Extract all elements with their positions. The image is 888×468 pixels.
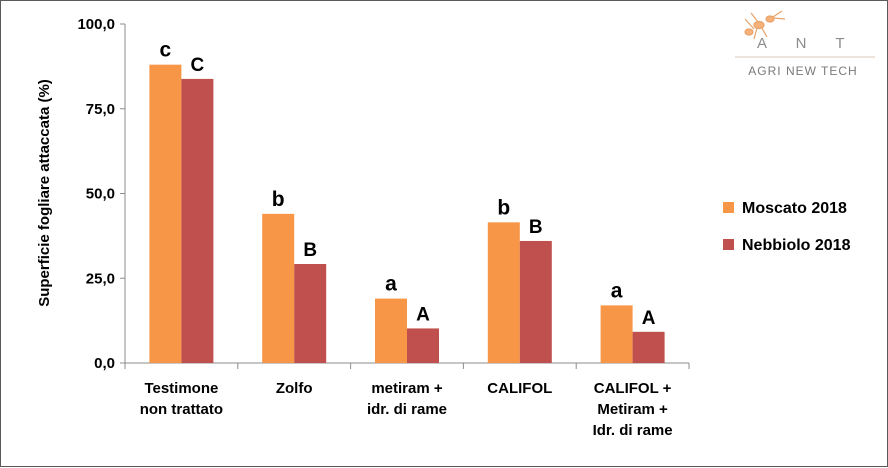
y-tick-label: 25,0 — [86, 270, 115, 287]
bar-nebbiolo — [294, 264, 327, 363]
logo-letter-t: T — [835, 35, 850, 52]
bar-nebbiolo — [181, 78, 214, 363]
y-tick-label: 75,0 — [86, 101, 115, 118]
bar-moscato — [600, 305, 633, 363]
x-tick-label: CALIFOL — [487, 380, 552, 397]
x-tick-labels: Testimone non trattato Zolfo metiram + idr. … — [140, 380, 673, 439]
significance-label: c — [160, 39, 172, 62]
y-tick-label: 100,0 — [77, 16, 115, 33]
x-tick-label: CALIFOL + Metiram + Idr. di rame — [593, 380, 673, 439]
significance-label: b — [497, 196, 510, 219]
bar-moscato — [262, 213, 295, 363]
logo-tagline: AGRI NEW TECH — [748, 64, 857, 78]
ant-logo: A N T AGRI NEW TECH — [735, 10, 875, 78]
significance-label: C — [191, 55, 205, 76]
x-tick-label: Testimone non trattato — [140, 380, 223, 418]
logo-letter-n: N — [796, 35, 813, 52]
y-axis-label: Superficie fogliare attaccata (%) — [36, 79, 53, 307]
legend: Moscato 2018 Nebbiolo 2018 — [723, 200, 851, 254]
x-tick-label: Zolfo — [276, 380, 313, 397]
legend-entry: Nebbiolo 2018 — [742, 237, 851, 254]
significance-label: B — [303, 240, 317, 261]
bar-nebbiolo — [519, 240, 552, 363]
x-tick-label: metiram + idr. di rame — [367, 380, 447, 418]
bar-moscato — [375, 298, 407, 363]
bar-nebbiolo — [407, 328, 439, 363]
logo-letter-a: A — [757, 35, 773, 52]
bar-nebbiolo — [632, 331, 665, 363]
bar-moscato — [487, 222, 520, 363]
bars — [149, 64, 665, 364]
y-tick-label: 50,0 — [86, 186, 115, 203]
bar-moscato — [149, 64, 182, 364]
significance-label: a — [611, 279, 623, 302]
significance-label: B — [529, 217, 543, 238]
significance-label: b — [272, 188, 285, 211]
legend-swatch — [723, 202, 734, 213]
significance-label: A — [416, 304, 430, 325]
significance-label: A — [642, 308, 656, 329]
legend-swatch — [723, 239, 734, 250]
ant-icon — [744, 10, 786, 40]
y-tick-labels: 0,0 25,0 50,0 75,0 100,0 — [77, 16, 115, 372]
legend-entry: Moscato 2018 — [742, 200, 847, 217]
y-tick-label: 0,0 — [94, 355, 115, 372]
significance-label: a — [385, 273, 397, 296]
